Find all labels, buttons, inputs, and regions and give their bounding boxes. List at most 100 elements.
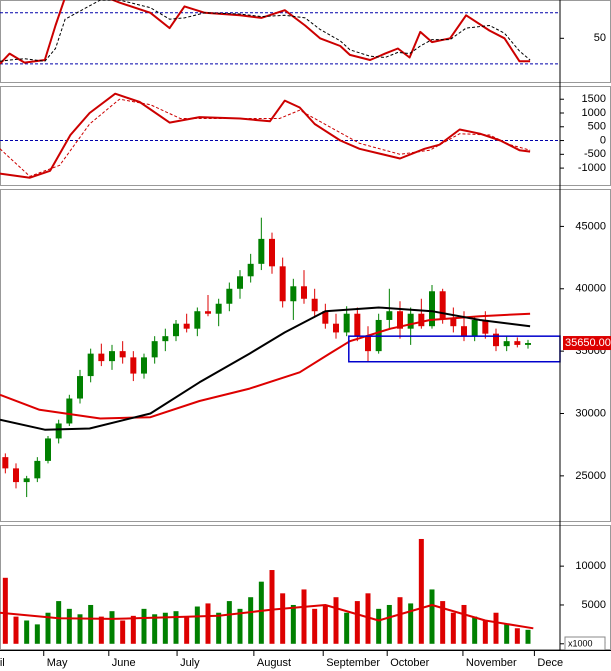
candle-body <box>311 298 318 312</box>
volume-bar <box>66 608 72 644</box>
candle-body <box>34 460 41 479</box>
y-tick-label: 1000 <box>582 107 606 119</box>
candle-body <box>514 341 521 345</box>
candle-body <box>301 286 307 299</box>
volume-bar <box>514 628 520 644</box>
volume-bar <box>397 597 403 644</box>
candle-body <box>247 263 254 277</box>
volume-bar <box>248 597 254 644</box>
volume-bar <box>226 601 232 644</box>
volume-bar <box>2 577 8 644</box>
candle-body <box>471 319 478 337</box>
candle-body <box>45 438 51 461</box>
candle-body <box>55 423 62 439</box>
volume-bar <box>24 620 30 644</box>
candle-body <box>279 266 286 302</box>
candle-body <box>13 468 19 483</box>
panel <box>0 217 531 498</box>
x-tick-label: July <box>180 657 200 669</box>
volume-bar <box>525 629 531 644</box>
volume-bar <box>77 614 83 644</box>
candle-body <box>237 276 243 289</box>
volume-bar <box>301 589 307 644</box>
candle-body <box>343 313 350 333</box>
candle-body <box>130 357 137 374</box>
volume-bar <box>365 593 371 644</box>
candle-body <box>98 353 105 362</box>
volume-bar <box>269 570 275 644</box>
y-tick-label: 0 <box>600 134 606 146</box>
volume-bar <box>141 608 147 644</box>
y-tick-label: 5000 <box>582 599 606 611</box>
volume-bar <box>472 616 478 644</box>
candle-body <box>87 353 94 377</box>
candle-body <box>77 376 83 399</box>
indicator-line <box>0 312 531 420</box>
x-tick-label: May <box>47 657 68 669</box>
candle-body <box>194 311 201 329</box>
candle-body <box>407 313 414 329</box>
candle-body <box>503 341 510 347</box>
candle-body <box>333 323 339 333</box>
candle-body <box>429 291 435 327</box>
volume-bar <box>418 538 424 644</box>
volume-bar <box>194 606 200 644</box>
x-tick-label: June <box>112 657 136 669</box>
candle-body <box>386 311 393 320</box>
volume-bar <box>290 604 296 644</box>
volume-bar <box>98 616 104 644</box>
volume-bar <box>440 601 446 644</box>
volume-bar <box>173 611 179 644</box>
y-tick-label: 1500 <box>582 93 606 105</box>
candle-body <box>290 286 297 302</box>
volume-bar <box>461 604 467 644</box>
volume-bar <box>429 589 435 644</box>
last-price-label: 35650.00 <box>565 337 611 349</box>
volume-bar <box>333 597 339 644</box>
x-tick-label: Dece <box>537 657 563 669</box>
y-tick-label: 30000 <box>575 407 606 419</box>
volume-bar <box>237 608 243 644</box>
candle-body <box>525 343 531 345</box>
candle-body <box>205 311 211 314</box>
candle-body <box>109 351 115 362</box>
volume-bar <box>120 620 126 644</box>
volume-bar <box>56 601 62 644</box>
candle-body <box>141 357 147 374</box>
y-tick-label: 40000 <box>575 283 606 295</box>
y-tick-label: -500 <box>584 148 606 160</box>
indicator-line <box>0 98 531 177</box>
volume-bar <box>354 601 360 644</box>
candle-body <box>2 457 9 469</box>
y-tick-label: 45000 <box>575 220 606 232</box>
candle-body <box>397 311 403 329</box>
candle-body <box>151 341 158 358</box>
candle-body <box>461 326 467 337</box>
y-tick-label: 500 <box>588 121 606 133</box>
volume-bar <box>482 620 488 644</box>
candle-body <box>322 311 329 324</box>
candle-body <box>66 398 73 424</box>
candle-body <box>23 478 30 483</box>
unit-label: x1000 <box>568 638 593 648</box>
volume-bar <box>216 612 222 644</box>
volume-bar <box>376 608 382 644</box>
volume-bar <box>162 612 168 644</box>
volume-bar <box>88 604 94 644</box>
x-tick-label: August <box>257 657 291 669</box>
candle-body <box>354 313 361 337</box>
volume-bar <box>45 612 51 644</box>
volume-bar <box>130 615 136 644</box>
candle-body <box>215 303 222 314</box>
volume-bar <box>493 612 499 644</box>
candle-body <box>269 238 275 267</box>
volume-bar <box>312 608 318 644</box>
candle-body <box>258 238 265 264</box>
volume-bar <box>280 593 286 644</box>
indicator-line <box>0 604 534 630</box>
x-tick-label: October <box>390 657 429 669</box>
candle-body <box>183 323 190 329</box>
indicator-line <box>0 92 531 179</box>
volume-bar <box>152 614 158 644</box>
